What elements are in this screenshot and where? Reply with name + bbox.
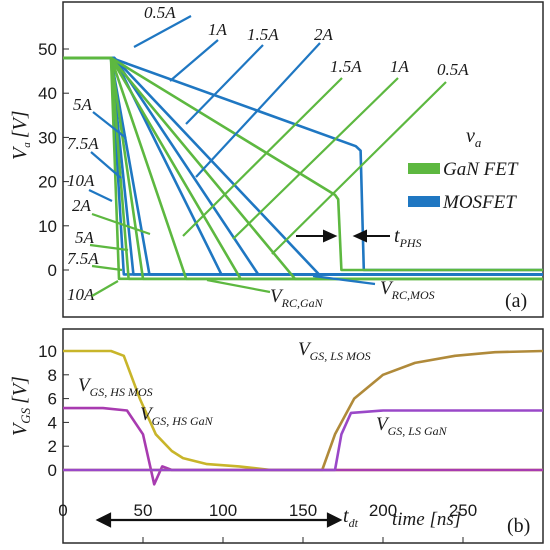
legend-title: va xyxy=(466,125,482,150)
arrow-gan-1A xyxy=(232,77,399,240)
annotation-arrows xyxy=(88,15,447,297)
arrow-gan-5A xyxy=(89,243,129,252)
label-mos-7.5A: 7.5A xyxy=(67,134,99,153)
t-phs-arrowhead-left xyxy=(323,229,338,243)
t-dt-marker xyxy=(95,512,343,528)
label-mos-2A: 2A xyxy=(314,25,334,44)
panel-b-xtick-label: 150 xyxy=(289,501,317,520)
arrow-mos-5A xyxy=(92,111,127,139)
v-rc-gan-label: VRC,GaN xyxy=(270,286,324,310)
panel-b-xtick-label: 50 xyxy=(134,501,153,520)
legend-swatch-mosfet xyxy=(408,196,440,207)
panel-a-ytick-label: 50 xyxy=(38,40,57,59)
panel-b-y-axis: 10 8 6 4 2 0 xyxy=(38,342,69,480)
label-gan-2A: 2A xyxy=(72,196,92,215)
panel-a-ytick-label: 10 xyxy=(38,217,57,236)
arrow-v-rc-mos xyxy=(312,274,376,286)
label-gan-5A: 5A xyxy=(75,228,95,247)
t-phs-marker xyxy=(296,229,390,243)
arrow-gan-7.5A xyxy=(91,264,123,272)
panel-b-xtick-label: 0 xyxy=(58,501,67,520)
arrow-gan-2A xyxy=(91,212,151,236)
panel-a-ytick-label: 20 xyxy=(38,173,57,192)
panel-b-label: (b) xyxy=(507,515,530,537)
label-mos-1A: 1A xyxy=(208,20,228,39)
arrow-mos-10A xyxy=(88,189,113,202)
arrow-mos-0.5A xyxy=(133,15,192,48)
arrow-gan-10A xyxy=(91,280,119,297)
panel-b: 10 8 6 4 2 0 0 50 100 150 200 250 VGS[V] VGS, HS M… xyxy=(9,328,544,544)
series-vgs-3 xyxy=(63,409,543,472)
label-mos-10A: 10A xyxy=(67,171,95,190)
left-current-labels: 5A 7.5A 10A 2A 5A 7.5A 10A xyxy=(67,95,99,304)
arrow-v-rc-gan xyxy=(206,278,271,294)
label-mos-5A: 5A xyxy=(73,95,93,114)
series-vgs-2 xyxy=(63,349,544,472)
t-phs-label: tPHS xyxy=(394,225,422,250)
panel-b-ytick-label: 8 xyxy=(48,366,57,385)
arrow-mos-1.5A xyxy=(185,44,264,125)
panel-b-xlabel: time [ns] xyxy=(392,509,461,530)
t-dt-arrowhead-left xyxy=(95,512,112,528)
panel-b-ytick-label: 6 xyxy=(48,390,57,409)
panel-a-ytick-label: 40 xyxy=(38,84,57,103)
panel-b-xtick-label: 250 xyxy=(449,501,477,520)
label-gan-1A: 1A xyxy=(390,57,410,76)
panel-b-ylabel: VGS[V] xyxy=(9,376,33,436)
arrow-mos-7.5A xyxy=(90,151,122,179)
panel-b-series xyxy=(63,349,544,486)
arrow-gan-1.5A xyxy=(182,77,343,237)
t-dt-label: tdt xyxy=(343,505,359,530)
label-vgs-hs-mos: VGS, HS MOS xyxy=(78,375,153,399)
panel-a-ylabel: Va[V] xyxy=(9,110,33,160)
panel-b-ytick-label: 4 xyxy=(48,413,57,432)
panel-b-xtick-label: 100 xyxy=(209,501,237,520)
panel-b-ytick-label: 10 xyxy=(38,342,57,361)
label-mos-0.5A: 0.5A xyxy=(144,3,176,22)
label-vgs-ls-gan: VGS, LS GaN xyxy=(376,414,448,438)
arrow-mos-1A xyxy=(169,39,219,82)
arrow-mos-2A xyxy=(195,42,321,178)
label-gan-7.5A: 7.5A xyxy=(67,249,99,268)
label-mos-1.5A: 1.5A xyxy=(247,25,279,44)
label-vgs-ls-mos: VGS, LS MOS xyxy=(298,339,371,363)
t-dt-arrowhead-right xyxy=(326,512,343,528)
v-rc-mos-label: VRC,MOS xyxy=(380,278,435,302)
t-phs-arrowhead-right xyxy=(352,229,367,243)
panel-b-ytick-label: 2 xyxy=(48,437,57,456)
legend-label-gan: GaN FET xyxy=(443,159,519,180)
label-gan-1.5A: 1.5A xyxy=(330,57,362,76)
panel-a-ytick-label: 30 xyxy=(38,128,57,147)
top-current-labels: 0.5A 1A 1.5A 2A 1.5A 1A 0.5A xyxy=(144,3,469,79)
panel-b-xtick-label: 200 xyxy=(369,501,397,520)
panel-a: 0 10 20 30 40 50 Va[V] va GaN FET MOSFET 0.5A… xyxy=(9,1,544,318)
label-vgs-hs-gan: VGS, HS GaN xyxy=(140,404,214,428)
panel-a-y-axis: 0 10 20 30 40 50 xyxy=(38,40,69,280)
legend-label-mosfet: MOSFET xyxy=(442,192,517,213)
panel-b-ytick-label: 0 xyxy=(48,461,57,480)
panel-b-x-axis: 0 50 100 150 200 250 xyxy=(58,501,477,543)
panel-a-ytick-label: 0 xyxy=(48,261,57,280)
legend: va GaN FET MOSFET xyxy=(408,125,519,213)
panel-a-series xyxy=(63,56,543,281)
panel-a-label: (a) xyxy=(505,290,527,312)
panel-a-frame xyxy=(62,1,544,318)
legend-swatch-gan xyxy=(408,163,440,174)
label-gan-10A: 10A xyxy=(67,285,95,304)
arrow-gan-0.5A xyxy=(271,81,447,255)
label-gan-0.5A: 0.5A xyxy=(437,60,469,79)
